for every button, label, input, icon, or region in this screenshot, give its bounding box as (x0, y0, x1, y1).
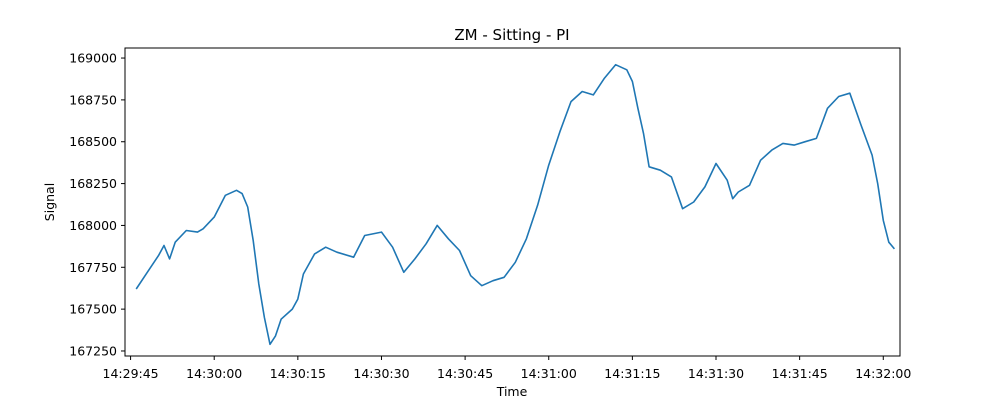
y-tick-label: 167500 (69, 302, 117, 317)
x-tick-label: 14:31:30 (688, 366, 744, 381)
x-tick-label: 14:30:15 (270, 366, 326, 381)
x-tick-label: 14:29:45 (103, 366, 159, 381)
plot-frame (124, 47, 901, 357)
x-tick-label: 14:30:45 (437, 366, 493, 381)
y-tick-label: 168000 (69, 218, 117, 233)
y-tick-label: 168500 (69, 134, 117, 149)
x-axis-label: Time (496, 384, 528, 399)
x-tick-label: 14:30:30 (353, 366, 409, 381)
plot-area (135, 63, 896, 346)
y-tick-label: 168750 (69, 92, 117, 107)
x-tick-label: 14:31:15 (604, 366, 660, 381)
chart-title: ZM - Sitting - PI (454, 26, 569, 44)
y-axis: 167250 167500 167750 168000 168250 168500 1687… (69, 51, 125, 358)
x-tick-label: 14:32:00 (855, 366, 911, 381)
x-tick-label: 14:31:45 (772, 366, 828, 381)
y-tick-label: 169000 (69, 51, 117, 66)
series-line (135, 63, 896, 346)
x-tick-label: 14:30:00 (186, 366, 242, 381)
y-axis-label: Signal (42, 183, 57, 221)
x-tick-label: 14:31:00 (521, 366, 577, 381)
y-tick-label: 167750 (69, 260, 117, 275)
x-axis: 14:29:45 14:30:00 14:30:15 14:30:30 14:30:45… (103, 356, 911, 381)
y-tick-label: 168250 (69, 176, 117, 191)
y-tick-label: 167250 (69, 343, 117, 358)
